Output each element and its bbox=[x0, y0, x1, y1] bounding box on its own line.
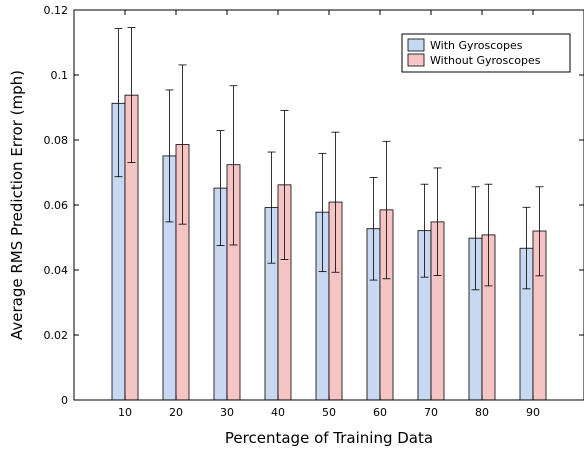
y-tick-label: 0.12 bbox=[44, 4, 69, 17]
bars-group bbox=[111, 94, 547, 401]
x-tick-label: 70 bbox=[424, 406, 438, 419]
y-tick-label: 0 bbox=[61, 394, 68, 407]
y-axis-ticks: 0 0.02 0.04 0.06 0.08 0.1 0.12 bbox=[44, 4, 584, 407]
y-tick-label: 0.04 bbox=[44, 264, 69, 277]
legend-box bbox=[401, 33, 571, 73]
x-tick-label: 60 bbox=[373, 406, 387, 419]
y-tick-label: 0.06 bbox=[44, 199, 69, 212]
x-tick-label: 20 bbox=[169, 406, 183, 419]
legend-swatch-without-gyroscopes bbox=[407, 53, 425, 67]
y-tick-label: 0.02 bbox=[44, 329, 69, 342]
x-tick-label: 90 bbox=[526, 406, 540, 419]
legend-swatch-with-gyroscopes bbox=[407, 38, 425, 52]
x-tick-label: 40 bbox=[271, 406, 285, 419]
x-tick-label: 30 bbox=[220, 406, 234, 419]
x-tick-label: 10 bbox=[118, 406, 132, 419]
x-axis-ticks: 10 20 30 40 50 60 70 80 90 bbox=[118, 10, 540, 419]
y-axis-label: Average RMS Prediction Error (mph) bbox=[8, 70, 26, 340]
legend-label-with-gyroscopes: With Gyroscopes bbox=[430, 39, 523, 52]
x-axis-label: Percentage of Training Data bbox=[225, 429, 433, 447]
legend: With Gyroscopes Without Gyroscopes bbox=[401, 33, 571, 73]
legend-label-without-gyroscopes: Without Gyroscopes bbox=[430, 54, 541, 67]
error-bars-group bbox=[114, 27, 544, 291]
y-tick-label: 0.1 bbox=[51, 69, 69, 82]
x-tick-label: 50 bbox=[322, 406, 336, 419]
y-tick-label: 0.08 bbox=[44, 134, 69, 147]
x-tick-label: 80 bbox=[475, 406, 489, 419]
